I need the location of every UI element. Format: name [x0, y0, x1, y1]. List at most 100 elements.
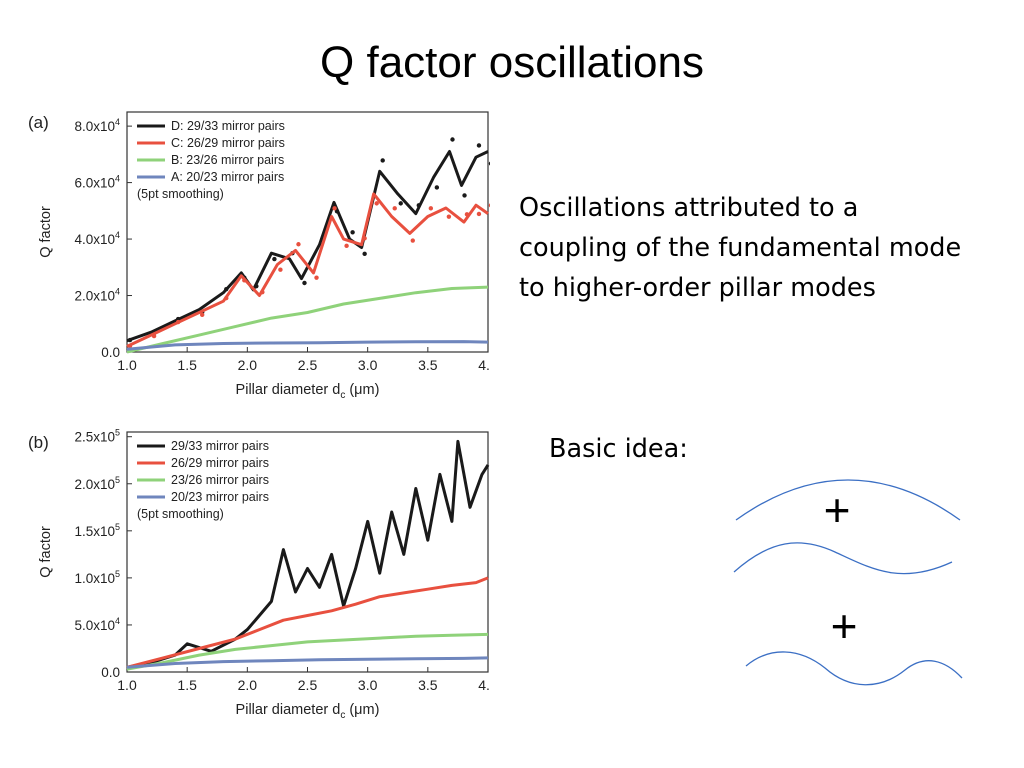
data-point: [296, 242, 301, 247]
series-line: [126, 192, 489, 348]
data-point: [446, 214, 452, 219]
y-tick-label: 1.0x105: [74, 569, 120, 586]
data-point: [127, 343, 133, 349]
data-point: [488, 203, 490, 208]
data-point: [200, 312, 205, 318]
y-tick-label: 2.0x105: [74, 475, 120, 492]
data-point: [224, 295, 229, 301]
data-point: [488, 161, 490, 166]
legend-entry: A: 20/23 mirror pairs: [171, 170, 284, 184]
data-point: [302, 280, 307, 286]
data-point: [380, 158, 385, 163]
x-tick-label: 1.0: [117, 357, 137, 373]
mode-coupling-sketch: + +: [733, 479, 963, 686]
second-mode-wave: [733, 542, 953, 575]
y-tick-label: 2.0x104: [74, 287, 120, 304]
data-point: [242, 278, 247, 283]
data-point: [374, 201, 379, 206]
legend-entry: 29/33 mirror pairs: [171, 439, 269, 453]
x-tick-label: 2.0: [238, 677, 258, 693]
data-point: [434, 185, 440, 190]
data-point: [410, 238, 415, 243]
slide-title: Q factor oscillations: [320, 38, 704, 87]
y-tick-label: 0.0: [101, 665, 120, 680]
q-factor-chart-b: (b) 0.0 5.0x104 1.0x105 1.5x105 2.0x105 2.5x10…: [28, 428, 490, 721]
data-point: [350, 230, 355, 235]
y-tick-label: 2.5x105: [74, 428, 120, 445]
x-tick-label: 4.0: [478, 357, 490, 373]
data-point: [151, 333, 157, 339]
legend-note: (5pt smoothing): [137, 507, 224, 521]
data-point: [428, 206, 434, 211]
x-tick-label: 4.0: [478, 677, 490, 693]
data-point: [362, 236, 367, 241]
plus-symbol: +: [824, 484, 851, 536]
y-tick-label: 6.0x104: [74, 174, 120, 191]
series-line: [126, 632, 489, 671]
series-line: [126, 576, 489, 669]
series-line: [126, 439, 490, 669]
x-tick-label: 3.5: [418, 677, 438, 693]
y-tick-label: 5.0x104: [74, 616, 120, 633]
description-line: coupling of the fundamental mode: [519, 233, 962, 263]
panel-label: (a): [28, 113, 49, 132]
x-tick-label: 2.5: [298, 357, 318, 373]
data-point: [334, 209, 340, 214]
x-tick-label: 1.5: [177, 677, 197, 693]
description-text: Oscillations attributed to a coupling of…: [519, 188, 1009, 308]
data-point: [450, 137, 455, 142]
data-point: [260, 289, 265, 295]
x-tick-label: 1.0: [117, 677, 137, 693]
legend-entry: 23/26 mirror pairs: [171, 473, 269, 487]
legend-note: (5pt smoothing): [137, 187, 224, 201]
legend-entry: D: 29/33 mirror pairs: [171, 119, 285, 133]
description-line: Oscillations attributed to a: [519, 193, 859, 223]
data-point: [462, 193, 467, 198]
y-axis-label: Q factor: [38, 526, 54, 578]
x-tick-label: 1.5: [177, 357, 197, 373]
plus-symbol: +: [831, 600, 858, 652]
y-axis-label: Q factor: [38, 206, 54, 258]
data-point: [392, 206, 397, 211]
data-point: [278, 267, 283, 272]
data-point: [332, 206, 337, 211]
data-point: [416, 203, 421, 208]
legend-entry: B: 23/26 mirror pairs: [171, 153, 284, 167]
y-tick-label: 0.0: [101, 345, 120, 360]
third-mode-wave: [745, 651, 963, 686]
data-point: [175, 319, 181, 325]
series-line: [126, 285, 489, 354]
q-factor-chart-a: (a) 0.0 2.0x104 4.0x104 6.0x104 8.0x104 1.0 1.5…: [28, 111, 490, 401]
legend-entry: 20/23 mirror pairs: [171, 490, 269, 504]
legend-entry: C: 26/29 mirror pairs: [171, 136, 285, 150]
series-line: [126, 656, 489, 669]
x-tick-label: 3.0: [358, 357, 378, 373]
data-point: [398, 201, 403, 206]
data-point: [224, 286, 229, 292]
y-tick-label: 8.0x104: [74, 117, 120, 134]
data-point: [314, 275, 319, 280]
x-axis-label: Pillar diameter dc (μm): [236, 702, 380, 721]
y-tick-label: 1.5x105: [74, 522, 120, 539]
x-axis-label: Pillar diameter dc (μm): [236, 382, 380, 401]
fundamental-mode-arc: [735, 479, 961, 521]
data-point: [344, 243, 349, 249]
x-tick-label: 3.0: [358, 677, 378, 693]
data-point: [272, 256, 277, 262]
data-point: [476, 143, 482, 148]
data-point: [254, 283, 259, 289]
legend-entry: 26/29 mirror pairs: [171, 456, 269, 470]
description-line: to higher-order pillar modes: [519, 273, 876, 303]
series-line: [126, 150, 489, 343]
x-tick-label: 2.5: [298, 677, 318, 693]
x-tick-label: 3.5: [418, 357, 438, 373]
data-point: [476, 211, 482, 217]
data-point: [127, 337, 133, 343]
panel-label: (b): [28, 433, 49, 452]
x-tick-label: 2.0: [238, 357, 258, 373]
series-line: [126, 340, 489, 351]
y-tick-label: 4.0x104: [74, 230, 120, 247]
data-point: [362, 251, 367, 256]
basic-idea-label: Basic idea:: [549, 434, 688, 464]
data-point: [464, 212, 470, 217]
